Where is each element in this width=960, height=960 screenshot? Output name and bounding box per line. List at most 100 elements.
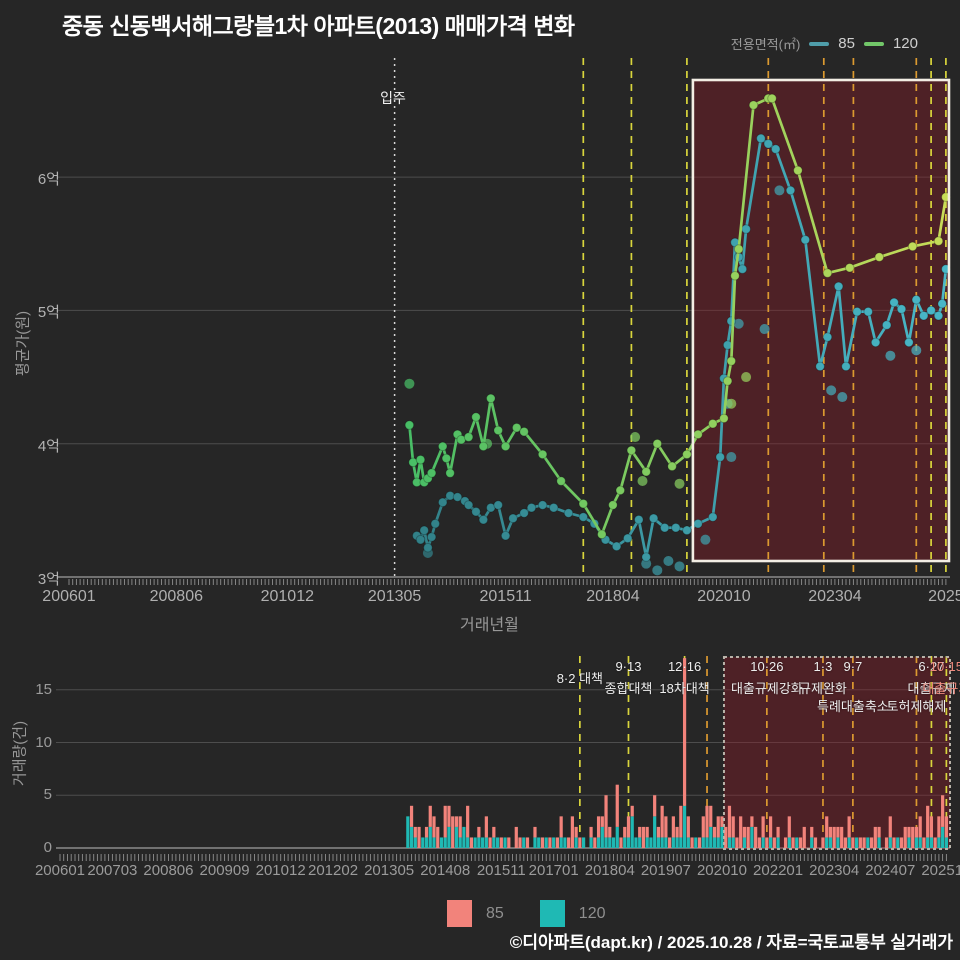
bar-85 <box>690 837 694 848</box>
bar-85 <box>926 805 930 838</box>
bar-85 <box>720 816 724 827</box>
bar-85 <box>873 826 877 848</box>
bar-120 <box>926 837 930 848</box>
bar-120 <box>574 837 578 848</box>
bar-85 <box>858 837 862 848</box>
bar-120 <box>907 837 911 848</box>
bar-85 <box>933 837 937 848</box>
bar-85 <box>941 795 945 827</box>
volume-x-tick: 200601 <box>34 862 86 879</box>
bar-120 <box>929 837 934 848</box>
bar-120 <box>937 837 941 848</box>
bar-120-legend-label[interactable]: 120 <box>578 904 606 922</box>
bar-85 <box>750 816 754 827</box>
bar-85 <box>533 826 537 838</box>
series-85-line-swatch <box>809 41 830 46</box>
policy-annotation: 10·26 <box>750 659 784 674</box>
bar-85 <box>765 837 769 848</box>
area-legend[interactable]: 전용면적(㎡) 85 120 <box>731 34 918 53</box>
price-y-tick: 6억 <box>37 171 60 189</box>
bar-85 <box>862 837 866 848</box>
series-120-legend-label[interactable]: 120 <box>892 35 918 52</box>
bar-85 <box>458 816 462 838</box>
bar-120 <box>825 837 829 848</box>
bar-85 <box>664 816 668 838</box>
bar-85 <box>454 816 459 827</box>
bar-85-legend-label[interactable]: 85 <box>486 904 504 922</box>
bar-120 <box>458 837 462 848</box>
bar-120 <box>537 837 541 848</box>
bar-120 <box>649 837 653 848</box>
bar-85 <box>840 826 844 848</box>
bar-120 <box>914 837 919 848</box>
volume-x-tick: 201012 <box>255 862 306 879</box>
bar-120 <box>727 837 732 848</box>
bar-85 <box>596 816 601 838</box>
bar-85 <box>922 837 926 848</box>
bar-120 <box>944 837 948 848</box>
bar-120 <box>716 837 720 848</box>
volume-legend[interactable]: 85 120 <box>447 900 628 927</box>
series-85-legend-label[interactable]: 85 <box>838 35 855 52</box>
bar-85 <box>469 837 473 848</box>
bar-120 <box>694 837 698 848</box>
volume-x-tick: 200806 <box>143 862 194 879</box>
bar-85 <box>787 816 791 838</box>
bar-85 <box>813 837 818 848</box>
policy-annotation: 12·16 <box>667 659 702 674</box>
bar-85 <box>428 805 432 827</box>
price-y-tick: 5억 <box>37 304 60 322</box>
bar-120 <box>495 837 500 848</box>
trade-month-axis-title: 거래년월 <box>460 617 519 634</box>
bar-85 <box>525 837 530 848</box>
bar-85 <box>888 816 892 838</box>
bar-85 <box>507 837 511 848</box>
policy-annotation: 규제완화 <box>799 681 847 696</box>
policy-annotation: 18차대책 <box>659 681 710 696</box>
highlight-box-top-border <box>691 78 951 563</box>
bar-85 <box>727 805 732 838</box>
bar-120 <box>836 837 840 848</box>
policy-annotation: 9·7 <box>843 659 863 674</box>
bar-120 <box>596 837 601 848</box>
bar-85 <box>937 816 941 838</box>
bar-120 <box>634 837 638 848</box>
move-in-annotation: 입주 <box>380 90 406 106</box>
volume-y-tick: 10 <box>35 733 52 751</box>
bar-85 <box>679 805 683 838</box>
volume-x-tick: 202407 <box>865 862 916 879</box>
bar-85 <box>559 816 563 838</box>
bar-120 <box>492 837 496 848</box>
bar-85 <box>697 837 702 848</box>
bar-85 <box>825 816 829 838</box>
bar-120-swatch <box>539 900 565 927</box>
bar-120 <box>447 826 451 848</box>
bar-85 <box>574 826 578 838</box>
bar-120 <box>731 837 735 848</box>
page-title: 중동 신동백서해그랑블1차 아파트(2013) 매매가격 변화 <box>62 13 575 39</box>
bar-120 <box>589 837 593 848</box>
bar-120 <box>604 837 608 848</box>
bar-85 <box>754 826 758 848</box>
bar-85 <box>712 826 717 838</box>
bar-120 <box>918 837 922 848</box>
policy-annotation: 대출규제 <box>907 681 956 696</box>
bar-85 <box>447 805 451 827</box>
volume-x-tick: 202201 <box>753 862 804 879</box>
bar-85 <box>623 826 627 838</box>
bar-85 <box>492 826 496 838</box>
bar-120 <box>701 837 705 848</box>
policy-annotation: 종합대책 <box>604 681 653 696</box>
bar-85 <box>746 826 750 848</box>
bar-85 <box>739 816 743 848</box>
volume-bars <box>406 658 948 848</box>
volume-x-tick: 202010 <box>696 862 747 879</box>
bar-85 <box>484 816 488 838</box>
bar-85 <box>641 826 646 848</box>
bar-120 <box>462 826 466 848</box>
bar-85 <box>735 837 739 848</box>
bar-120 <box>638 837 642 848</box>
bar-85 <box>555 837 560 848</box>
policy-annotation: 9·13 <box>615 659 642 674</box>
